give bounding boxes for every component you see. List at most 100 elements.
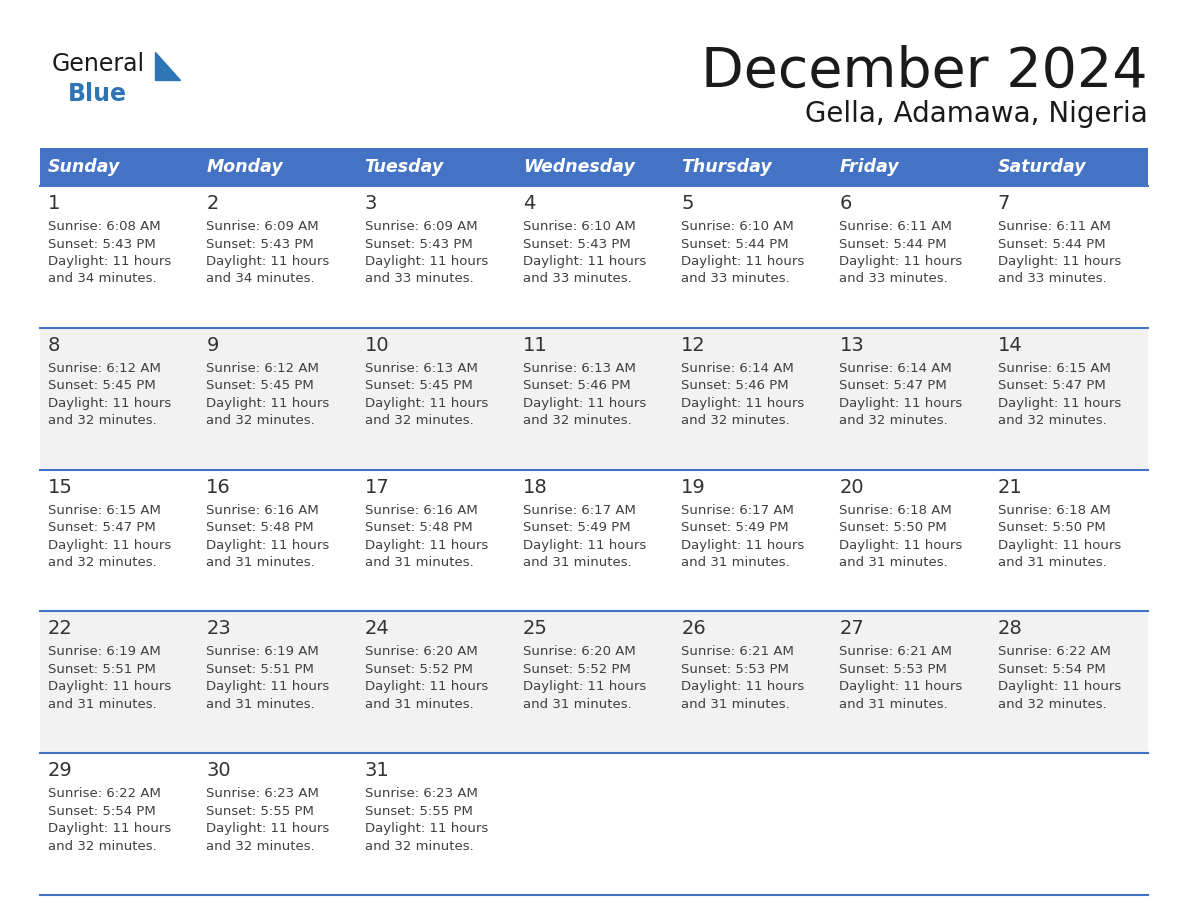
Bar — [990, 753, 1148, 895]
Text: Sunset: 5:45 PM: Sunset: 5:45 PM — [365, 379, 473, 392]
Bar — [514, 328, 674, 470]
Bar — [514, 611, 674, 753]
Bar — [514, 148, 674, 186]
Text: Saturday: Saturday — [998, 158, 1086, 176]
Text: Sunrise: 6:18 AM: Sunrise: 6:18 AM — [840, 504, 952, 517]
Text: 19: 19 — [681, 477, 706, 497]
Bar — [198, 753, 356, 895]
Text: 30: 30 — [207, 761, 230, 780]
Text: Daylight: 11 hours: Daylight: 11 hours — [365, 255, 488, 268]
Text: Daylight: 11 hours: Daylight: 11 hours — [681, 255, 804, 268]
Text: Daylight: 11 hours: Daylight: 11 hours — [523, 397, 646, 409]
Text: Sunset: 5:54 PM: Sunset: 5:54 PM — [998, 663, 1106, 676]
Text: Daylight: 11 hours: Daylight: 11 hours — [48, 539, 171, 552]
Text: 6: 6 — [840, 194, 852, 213]
Text: 29: 29 — [48, 761, 72, 780]
Text: Daylight: 11 hours: Daylight: 11 hours — [840, 397, 962, 409]
Text: Sunset: 5:55 PM: Sunset: 5:55 PM — [207, 805, 314, 818]
Text: Sunset: 5:55 PM: Sunset: 5:55 PM — [365, 805, 473, 818]
Text: Sunset: 5:48 PM: Sunset: 5:48 PM — [207, 521, 314, 534]
Text: 26: 26 — [681, 620, 706, 638]
Bar — [990, 186, 1148, 328]
Text: Sunset: 5:44 PM: Sunset: 5:44 PM — [840, 238, 947, 251]
Text: Sunrise: 6:09 AM: Sunrise: 6:09 AM — [365, 220, 478, 233]
Text: Sunrise: 6:13 AM: Sunrise: 6:13 AM — [523, 362, 636, 375]
Text: and 33 minutes.: and 33 minutes. — [840, 273, 948, 285]
Text: Sunset: 5:53 PM: Sunset: 5:53 PM — [681, 663, 789, 676]
Text: Sunset: 5:47 PM: Sunset: 5:47 PM — [840, 379, 947, 392]
Text: 7: 7 — [998, 194, 1010, 213]
Text: Sunrise: 6:23 AM: Sunrise: 6:23 AM — [365, 788, 478, 800]
Bar — [40, 148, 198, 186]
Text: Sunrise: 6:08 AM: Sunrise: 6:08 AM — [48, 220, 160, 233]
Text: Daylight: 11 hours: Daylight: 11 hours — [48, 397, 171, 409]
Text: Daylight: 11 hours: Daylight: 11 hours — [840, 539, 962, 552]
Bar — [990, 611, 1148, 753]
Text: Sunrise: 6:10 AM: Sunrise: 6:10 AM — [681, 220, 794, 233]
Bar — [198, 186, 356, 328]
Text: Sunrise: 6:16 AM: Sunrise: 6:16 AM — [365, 504, 478, 517]
Text: Sunrise: 6:11 AM: Sunrise: 6:11 AM — [840, 220, 953, 233]
Text: and 33 minutes.: and 33 minutes. — [365, 273, 473, 285]
Bar — [40, 328, 198, 470]
Text: Daylight: 11 hours: Daylight: 11 hours — [681, 539, 804, 552]
Text: Sunset: 5:47 PM: Sunset: 5:47 PM — [998, 379, 1106, 392]
Text: 12: 12 — [681, 336, 706, 354]
Text: and 34 minutes.: and 34 minutes. — [207, 273, 315, 285]
Text: and 32 minutes.: and 32 minutes. — [48, 414, 157, 427]
Bar — [514, 186, 674, 328]
Text: Daylight: 11 hours: Daylight: 11 hours — [48, 255, 171, 268]
Text: Thursday: Thursday — [681, 158, 772, 176]
Bar — [674, 186, 832, 328]
Text: Sunset: 5:43 PM: Sunset: 5:43 PM — [48, 238, 156, 251]
Text: Sunset: 5:50 PM: Sunset: 5:50 PM — [840, 521, 947, 534]
Bar — [356, 611, 514, 753]
Text: Sunrise: 6:09 AM: Sunrise: 6:09 AM — [207, 220, 318, 233]
Text: and 32 minutes.: and 32 minutes. — [48, 840, 157, 853]
Text: Sunrise: 6:13 AM: Sunrise: 6:13 AM — [365, 362, 478, 375]
Text: 3: 3 — [365, 194, 377, 213]
Text: Daylight: 11 hours: Daylight: 11 hours — [840, 680, 962, 693]
Text: 13: 13 — [840, 336, 864, 354]
Text: 10: 10 — [365, 336, 390, 354]
Bar — [990, 148, 1148, 186]
Text: 16: 16 — [207, 477, 230, 497]
Text: Sunset: 5:51 PM: Sunset: 5:51 PM — [48, 663, 156, 676]
Text: and 31 minutes.: and 31 minutes. — [840, 698, 948, 711]
Bar — [674, 753, 832, 895]
Text: Sunrise: 6:14 AM: Sunrise: 6:14 AM — [840, 362, 952, 375]
Bar — [356, 753, 514, 895]
Text: Daylight: 11 hours: Daylight: 11 hours — [523, 255, 646, 268]
Text: Sunrise: 6:17 AM: Sunrise: 6:17 AM — [681, 504, 794, 517]
Text: and 31 minutes.: and 31 minutes. — [207, 556, 315, 569]
Text: Daylight: 11 hours: Daylight: 11 hours — [48, 823, 171, 835]
Text: 28: 28 — [998, 620, 1023, 638]
Text: Blue: Blue — [68, 82, 127, 106]
Text: and 32 minutes.: and 32 minutes. — [998, 414, 1106, 427]
Text: Sunset: 5:43 PM: Sunset: 5:43 PM — [523, 238, 631, 251]
Text: Sunrise: 6:18 AM: Sunrise: 6:18 AM — [998, 504, 1111, 517]
Text: 24: 24 — [365, 620, 390, 638]
Text: Daylight: 11 hours: Daylight: 11 hours — [523, 539, 646, 552]
Text: Daylight: 11 hours: Daylight: 11 hours — [681, 680, 804, 693]
Text: 11: 11 — [523, 336, 548, 354]
Bar — [356, 328, 514, 470]
Text: Sunrise: 6:19 AM: Sunrise: 6:19 AM — [48, 645, 160, 658]
Text: Daylight: 11 hours: Daylight: 11 hours — [48, 680, 171, 693]
Text: 25: 25 — [523, 620, 548, 638]
Bar — [198, 611, 356, 753]
Text: Daylight: 11 hours: Daylight: 11 hours — [207, 680, 329, 693]
Bar — [832, 186, 990, 328]
Text: 23: 23 — [207, 620, 230, 638]
Text: Sunrise: 6:15 AM: Sunrise: 6:15 AM — [998, 362, 1111, 375]
Text: Daylight: 11 hours: Daylight: 11 hours — [207, 255, 329, 268]
Bar — [356, 470, 514, 611]
Text: 5: 5 — [681, 194, 694, 213]
Text: 8: 8 — [48, 336, 61, 354]
Text: Tuesday: Tuesday — [365, 158, 444, 176]
Bar — [832, 148, 990, 186]
Text: Daylight: 11 hours: Daylight: 11 hours — [365, 539, 488, 552]
Text: Daylight: 11 hours: Daylight: 11 hours — [207, 823, 329, 835]
Text: Sunrise: 6:12 AM: Sunrise: 6:12 AM — [207, 362, 320, 375]
Text: Sunset: 5:49 PM: Sunset: 5:49 PM — [681, 521, 789, 534]
